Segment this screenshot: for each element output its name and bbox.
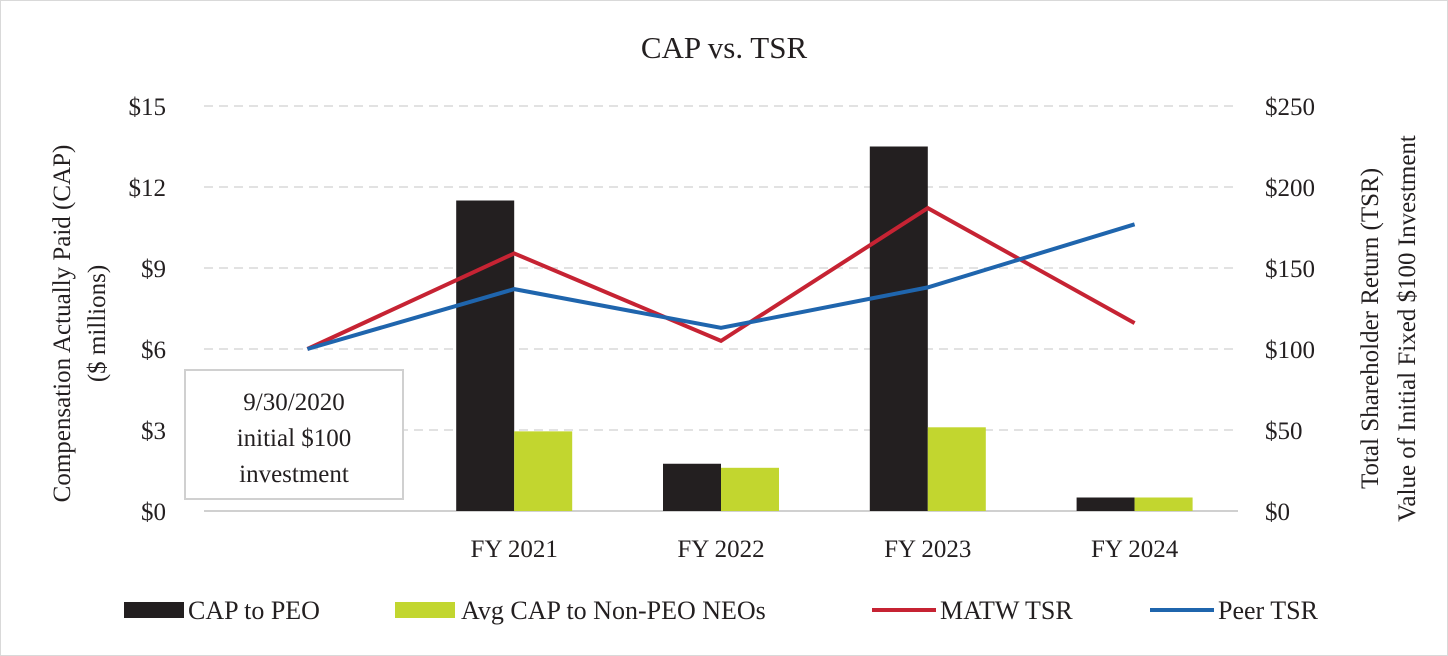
legend-cap-to-peo-swatch: [124, 602, 184, 618]
legend: CAP to PEO Avg CAP to Non-PEO NEOs MATW TS…: [124, 596, 1319, 625]
bar-cap-to-peo: [1076, 497, 1135, 511]
line-peer-tsr: [306, 222, 1136, 351]
bar-avg-cap-non-peo: [514, 431, 573, 511]
x-tick-label: FY 2023: [884, 536, 971, 563]
bars: [456, 146, 1193, 511]
legend-avg-cap-non-peo-swatch: [395, 602, 455, 618]
left-tick-label: $0: [141, 499, 166, 526]
bar-avg-cap-non-peo: [927, 427, 986, 511]
left-tick-label: $3: [141, 418, 166, 445]
annotation-line-2: initial $100: [237, 425, 352, 452]
bar-cap-to-peo: [663, 463, 721, 511]
annotation-line-1: 9/30/2020: [243, 389, 344, 416]
right-axis-label: Total Shareholder Return (TSR): [1357, 168, 1384, 489]
left-tick-label: $6: [141, 337, 166, 364]
right-tick-label: $100: [1265, 337, 1315, 364]
right-tick-label: $150: [1265, 256, 1315, 283]
left-tick-label: $15: [129, 94, 167, 121]
left-axis-ticks: $0 $3 $6 $9 $12 $15: [129, 94, 167, 526]
x-tick-label: FY 2024: [1091, 536, 1179, 563]
left-axis-label-units: ($ millions): [84, 265, 111, 382]
chart-title: CAP vs. TSR: [641, 30, 808, 65]
legend-peer-tsr-label: Peer TSR: [1218, 596, 1319, 625]
line-matw-tsr: [306, 205, 1136, 351]
bar-cap-to-peo: [456, 200, 515, 511]
right-tick-label: $250: [1265, 94, 1315, 121]
bar-avg-cap-non-peo: [1134, 497, 1193, 511]
left-tick-label: $9: [141, 256, 166, 283]
lines: [306, 205, 1136, 351]
bar-cap-to-peo: [869, 146, 928, 511]
legend-cap-to-peo-label: CAP to PEO: [188, 596, 320, 625]
annotation-line-3: investment: [239, 461, 349, 488]
legend-matw-tsr-label: MATW TSR: [940, 596, 1073, 625]
legend-avg-cap-non-peo-label: Avg CAP to Non-PEO NEOs: [461, 596, 766, 625]
annotation-box: 9/30/2020 initial $100 investment: [184, 369, 404, 500]
x-tick-label: FY 2021: [471, 536, 558, 563]
bar-avg-cap-non-peo: [721, 467, 779, 511]
right-tick-label: $200: [1265, 175, 1315, 202]
right-axis-ticks: $0 $50 $100 $150 $200 $250: [1265, 94, 1315, 526]
x-tick-label: FY 2022: [677, 536, 764, 563]
right-axis-label-sub: Value of Initial Fixed $100 Investment: [1394, 135, 1421, 522]
right-tick-label: $0: [1265, 499, 1290, 526]
annotation-border: [184, 369, 404, 500]
left-tick-label: $12: [129, 175, 167, 202]
right-tick-label: $50: [1265, 418, 1303, 445]
x-axis-ticks: FY 2021 FY 2022 FY 2023 FY 2024: [471, 536, 1179, 563]
left-axis-label: Compensation Actually Paid (CAP): [49, 145, 76, 503]
